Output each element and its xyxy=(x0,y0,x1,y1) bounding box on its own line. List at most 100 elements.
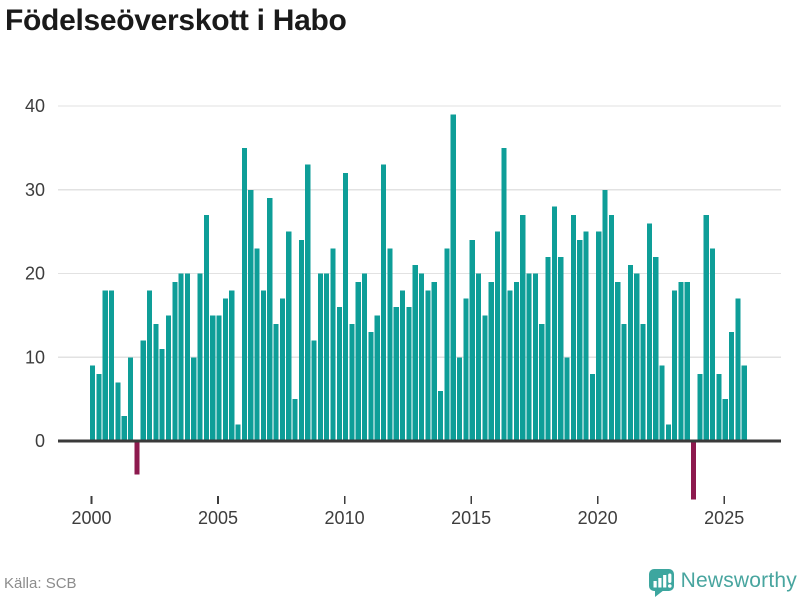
bar xyxy=(260,290,266,441)
x-axis-tick-label: 2010 xyxy=(325,508,365,528)
bar xyxy=(684,281,690,441)
bar xyxy=(317,273,323,441)
x-axis-tick-label: 2005 xyxy=(198,508,238,528)
bar xyxy=(241,147,247,441)
y-axis-tick-label: 0 xyxy=(35,431,45,451)
bar xyxy=(703,214,709,441)
bar xyxy=(108,290,115,441)
bar xyxy=(735,298,741,441)
bar xyxy=(273,323,279,441)
bar xyxy=(551,206,558,441)
x-axis-tick-label: 2015 xyxy=(451,508,491,528)
bar xyxy=(697,374,703,441)
bar xyxy=(501,147,507,441)
bar xyxy=(153,323,159,441)
bar xyxy=(482,315,488,441)
bar xyxy=(627,265,633,441)
newsworthy-logo: Newsworthy xyxy=(648,564,797,598)
bar xyxy=(463,298,469,441)
y-axis-tick-label: 10 xyxy=(25,347,45,367)
bar xyxy=(286,231,292,441)
bar xyxy=(456,357,463,441)
page-title: Födelseöverskott i Habo xyxy=(5,4,347,37)
bar xyxy=(722,399,728,441)
bar xyxy=(222,298,229,441)
bar xyxy=(336,307,342,441)
x-axis-labels: 2000 2005 2010 2015 2020 2025 xyxy=(71,496,744,528)
bar xyxy=(229,290,235,441)
bar xyxy=(494,231,501,441)
bar xyxy=(102,290,108,441)
bar xyxy=(387,248,393,441)
bar xyxy=(412,265,418,441)
y-axis-tick-label: 20 xyxy=(25,264,45,284)
bar xyxy=(210,315,216,441)
bar xyxy=(716,374,722,441)
bar xyxy=(374,315,380,441)
bar xyxy=(184,273,191,441)
bar xyxy=(589,374,595,441)
bar xyxy=(425,290,431,441)
bar xyxy=(393,307,399,441)
bar xyxy=(381,164,387,441)
bar xyxy=(526,273,532,441)
bar xyxy=(488,281,494,441)
bar xyxy=(368,332,374,441)
bar xyxy=(349,323,355,441)
bar xyxy=(362,273,368,441)
bar xyxy=(507,290,513,441)
bar xyxy=(450,114,456,441)
bars xyxy=(90,114,747,500)
newsworthy-logo-text: Newsworthy xyxy=(680,569,797,592)
bar xyxy=(216,315,222,441)
bar xyxy=(172,281,178,441)
bar xyxy=(406,307,412,441)
y-axis-tick-label: 40 xyxy=(25,96,45,116)
bar xyxy=(311,340,317,441)
bar xyxy=(678,281,684,441)
bar xyxy=(469,240,475,441)
bar xyxy=(665,424,671,441)
bar xyxy=(520,214,526,441)
bar xyxy=(292,399,298,441)
bar xyxy=(305,164,311,441)
bar xyxy=(324,273,330,441)
bar xyxy=(191,357,197,441)
bar xyxy=(419,273,425,441)
y-axis-tick-label: 30 xyxy=(25,180,45,200)
bar xyxy=(672,290,678,441)
bar xyxy=(159,348,165,441)
bar-chart-speech-bubble-icon xyxy=(648,568,674,597)
bar xyxy=(96,374,102,441)
bar xyxy=(140,340,146,441)
bar xyxy=(653,256,659,441)
bar xyxy=(355,281,361,441)
bar xyxy=(90,365,96,441)
bar xyxy=(513,281,520,441)
bar xyxy=(710,248,716,441)
bar xyxy=(248,189,254,441)
bar xyxy=(279,298,285,441)
bar xyxy=(203,214,210,441)
bar xyxy=(729,332,735,441)
bar xyxy=(431,281,437,441)
bar xyxy=(267,198,273,441)
bar xyxy=(577,240,583,441)
bar-negative xyxy=(691,441,697,500)
bar xyxy=(127,357,134,441)
bar xyxy=(602,189,608,441)
bar xyxy=(659,365,665,441)
bar xyxy=(634,273,640,441)
y-axis-labels: 0 10 20 30 40 xyxy=(25,96,45,451)
bar xyxy=(596,231,602,441)
bar xyxy=(558,256,564,441)
bar xyxy=(165,315,172,441)
bar xyxy=(330,248,336,441)
bar xyxy=(121,415,127,441)
bar xyxy=(532,273,539,441)
bar xyxy=(545,256,551,441)
bar xyxy=(298,240,304,441)
bar xyxy=(615,281,621,441)
bar xyxy=(646,223,652,441)
bar xyxy=(400,290,406,441)
